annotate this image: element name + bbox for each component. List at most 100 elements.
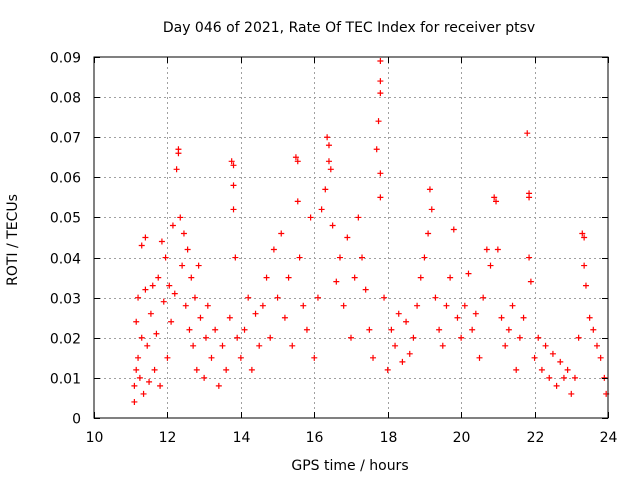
data-point [526,254,533,261]
data-point [336,254,343,261]
data-point [201,374,208,381]
data-point [131,382,138,389]
y-tick-label: 0 [72,412,81,428]
data-point [241,326,248,333]
data-point [375,118,382,125]
data-point [289,342,296,349]
data-point [285,274,292,281]
data-point [406,350,413,357]
data-point [234,334,241,341]
data-point [237,354,244,361]
data-point [480,294,487,301]
data-point [175,150,182,157]
data-point [329,222,336,229]
y-tick-label: 0.04 [50,252,81,268]
data-point [160,298,167,305]
data-point [325,158,332,165]
data-point [472,310,479,317]
data-point [162,254,169,261]
data-point [232,254,239,261]
data-point [226,314,233,321]
data-point [252,310,259,317]
data-point [557,358,564,365]
data-point [270,246,277,253]
data-point [303,326,310,333]
data-point [142,286,149,293]
data-point [212,326,219,333]
data-point [388,326,395,333]
data-point [208,354,215,361]
data-point [410,334,417,341]
x-tick-label: 10 [86,430,104,446]
data-point [362,286,369,293]
data-point [193,366,200,373]
data-point [428,206,435,213]
data-point [502,342,509,349]
data-point [414,302,421,309]
data-point [450,226,457,233]
data-point [355,214,362,221]
data-point [546,374,553,381]
y-tick-labels: 0 0.01 0.02 0.03 0.04 0.05 0.06 0.07 0.08 0.09 [50,51,81,428]
data-point [575,334,582,341]
data-point [259,302,266,309]
plot-frame [93,56,609,419]
data-point [377,58,384,65]
data-point [377,194,384,201]
data-point [166,282,173,289]
data-point [340,302,347,309]
data-point [443,302,450,309]
data-point [135,354,142,361]
data-point [292,154,299,161]
data-point [505,326,512,333]
data-point [281,314,288,321]
x-tick-label: 24 [600,430,618,446]
data-point [494,246,501,253]
data-point [294,158,301,165]
data-point [436,326,443,333]
data-point [581,262,588,269]
data-point [535,334,542,341]
data-point [439,342,446,349]
data-point [223,366,230,373]
data-point [215,382,222,389]
data-point [549,350,556,357]
data-point [377,170,384,177]
data-point [469,326,476,333]
data-point [590,326,597,333]
data-point [204,302,211,309]
data-point [425,230,432,237]
grid-lines [94,57,608,418]
data-point [188,274,195,281]
data-point [524,130,531,137]
data-point [542,342,549,349]
data-point [230,162,237,169]
data-point [168,318,175,325]
data-point [131,398,138,405]
data-point [568,390,575,397]
data-point [417,274,424,281]
data-point [581,234,588,241]
data-point [133,318,140,325]
data-point [564,366,571,373]
data-point [158,238,165,245]
data-point [493,198,500,205]
data-point [228,158,235,165]
data-point [487,262,494,269]
data-point [219,342,226,349]
x-tick-label: 16 [306,430,324,446]
data-point [177,214,184,221]
data-point [171,290,178,297]
data-point [351,274,358,281]
data-point [593,342,600,349]
y-tick-label: 0.07 [50,131,81,147]
data-point [458,334,465,341]
data-point [263,274,270,281]
data-point [377,90,384,97]
y-tick-label: 0.03 [50,292,81,308]
data-point [582,282,589,289]
x-tick-label: 14 [233,430,251,446]
data-point [155,274,162,281]
data-points [131,58,610,405]
